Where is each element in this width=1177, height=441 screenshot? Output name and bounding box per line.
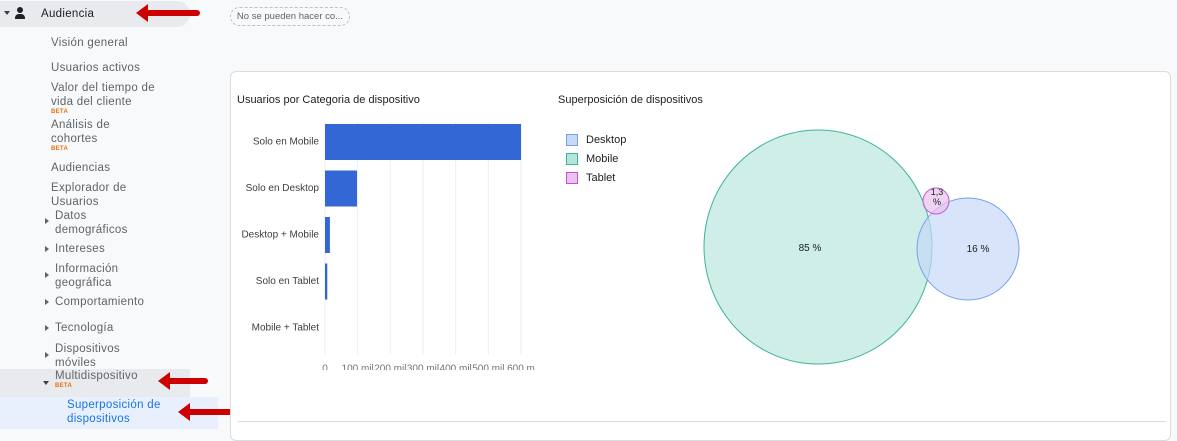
beta-badge: BETA [51, 146, 69, 152]
item-label: Análisis de cohortes [51, 119, 110, 145]
sidebar-item-vision-general[interactable]: Visión general [51, 37, 128, 49]
sidebar-group-datos-demograficos[interactable]: Datos demográficos [55, 210, 128, 236]
x-tick-label: 400 mil [440, 364, 472, 371]
sidebar-item-audiencias[interactable]: Audiencias [51, 162, 111, 174]
y-category-label: Desktop + Mobile [241, 229, 319, 240]
x-tick-label: 100 mil [342, 364, 374, 371]
divider [238, 421, 1166, 422]
venn-label-desktop: 16 % [967, 244, 990, 255]
caret-down-icon [43, 381, 49, 385]
red-arrow-annotation [136, 4, 200, 22]
legend-label: Tablet [586, 171, 616, 184]
beta-badge: BETA [51, 109, 69, 115]
sidebar-group-tecnologia[interactable]: Tecnología [55, 322, 114, 334]
x-tick-label: 600 m [507, 364, 535, 371]
person-icon [15, 7, 25, 19]
desktop-swatch [566, 133, 578, 146]
mobile-swatch [566, 152, 578, 165]
item-label: Multidispositivo [55, 370, 138, 382]
y-category-label: Solo en Desktop [246, 183, 320, 194]
y-category-label: Solo en Tablet [256, 276, 319, 287]
legend-item-tablet: Tablet [566, 168, 626, 187]
multidispositivo-label: Multidispositivo BETA [55, 369, 205, 389]
sidebar-item-valor-tiempo-vida[interactable]: Valor del tiempo de vida del cliente BETA [51, 81, 161, 115]
venn-chart: 85 % 16 % 1,3% [703, 129, 1020, 365]
venn-legend: Desktop Mobile Tablet [566, 130, 626, 187]
bar [325, 217, 330, 253]
caret-right-icon [45, 246, 49, 252]
sidebar-section-label[interactable]: Audiencia [41, 8, 95, 20]
bar [325, 170, 358, 207]
sidebar-group-informacion-geografica[interactable]: Información geográfica [55, 263, 119, 289]
caret-right-icon [45, 352, 49, 358]
sidebar-item-explorador-usuarios[interactable]: Explorador de Usuarios [51, 182, 127, 208]
red-arrow-annotation [178, 403, 234, 421]
legend-item-mobile: Mobile [566, 149, 626, 168]
sidebar-item-usuarios-activos[interactable]: Usuarios activos [51, 62, 141, 74]
x-tick-label: 500 mil [472, 364, 504, 371]
sidebar-group-dispositivos-moviles[interactable]: Dispositivos móviles [55, 343, 120, 369]
y-category-label: Solo en Mobile [253, 136, 320, 147]
bar-chart: 0 100 mil 200 mil 300 mil 400 mil 500 mil 600 … [241, 122, 535, 371]
item-label: Valor del tiempo de vida del cliente [51, 82, 155, 108]
beta-badge: BETA [55, 383, 73, 389]
x-tick-label: 0 [322, 364, 328, 371]
legend-item-desktop: Desktop [566, 130, 626, 149]
sidebar: Audiencia Visión general Usuarios activo… [0, 0, 218, 429]
sidebar-item-superposicion-label[interactable]: Superposición de dispositivos [67, 399, 161, 425]
sidebar-item-analisis-cohortes[interactable]: Análisis de cohortes BETA [51, 118, 121, 152]
caret-right-icon [45, 325, 49, 331]
caret-right-icon [45, 299, 49, 305]
caret-right-icon [45, 272, 49, 278]
red-arrow-annotation [158, 372, 208, 390]
venn-label-mobile: 85 % [799, 243, 822, 254]
sidebar-group-comportamiento[interactable]: Comportamiento [55, 296, 145, 308]
venn-label-tablet: 1,3% [931, 187, 944, 207]
venn-chart-title: Superposición de dispositivos [558, 94, 703, 106]
legend-label: Mobile [586, 152, 619, 165]
x-tick-label: 300 mil [407, 364, 439, 371]
venn-tablet-circle [922, 187, 950, 215]
venn-desktop-circle [916, 197, 1020, 301]
caret-down-icon [4, 11, 10, 15]
tablet-swatch [566, 171, 578, 184]
bar [325, 263, 328, 300]
y-category-label: Mobile + Tablet [252, 322, 320, 333]
bar [325, 124, 521, 160]
legend-label: Desktop [586, 133, 627, 146]
sidebar-group-intereses[interactable]: Intereses [55, 243, 106, 255]
bar-chart-title: Usuarios por Categoria de dispositivo [237, 94, 420, 106]
x-tick-label: 200 mil [374, 364, 406, 371]
caret-right-icon [45, 218, 49, 224]
warning-chip[interactable]: No se pueden hacer co... [230, 7, 350, 26]
